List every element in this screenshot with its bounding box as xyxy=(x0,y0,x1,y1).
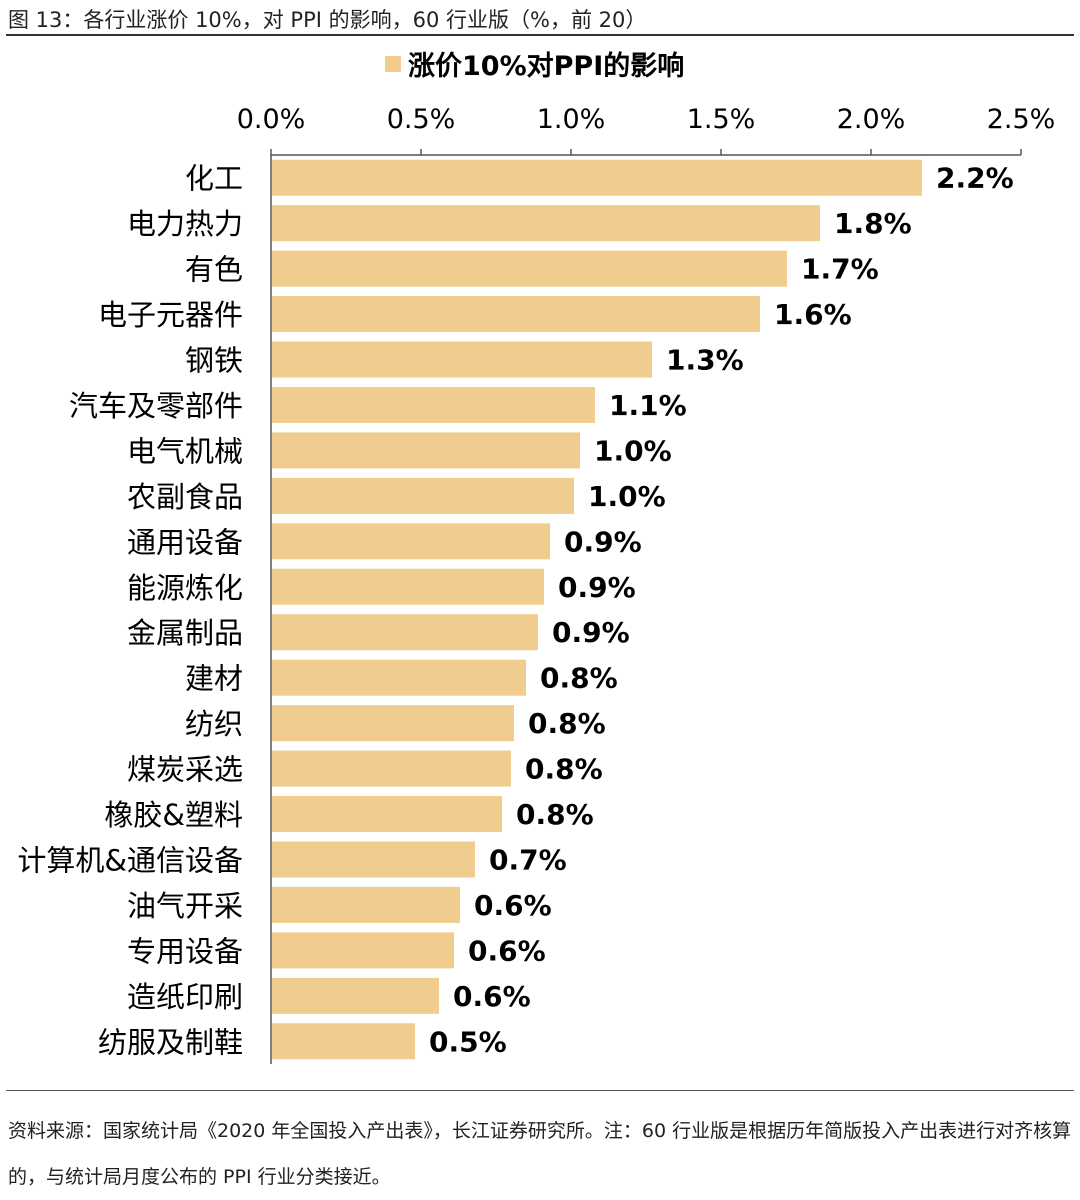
x-tick-label: 2.0% xyxy=(837,104,906,135)
category-label: 电子元器件 xyxy=(98,298,243,332)
category-label: 计算机&通信设备 xyxy=(17,843,243,877)
data-label: 0.9% xyxy=(558,571,636,604)
category-label: 钢铁 xyxy=(185,344,243,378)
bar xyxy=(272,205,820,242)
bar xyxy=(272,659,526,696)
bar xyxy=(272,159,922,196)
category-label: 能源炼化 xyxy=(127,571,243,605)
x-tick-label: 1.5% xyxy=(687,104,756,135)
data-label: 0.6% xyxy=(468,934,546,967)
category-label: 金属制品 xyxy=(127,616,243,650)
bar xyxy=(272,841,475,878)
category-label: 建材 xyxy=(185,662,243,696)
data-label: 1.1% xyxy=(609,389,687,422)
source-note: 资料来源：国家统计局《2020 年全国投入产出表》，长江证券研究所。注：60 行… xyxy=(8,1120,1072,1188)
bar xyxy=(272,296,760,333)
bar xyxy=(272,796,502,833)
bar xyxy=(272,432,580,469)
bar xyxy=(272,750,511,787)
category-label: 造纸印刷 xyxy=(127,980,243,1014)
legend-swatch xyxy=(385,56,401,72)
x-tick-label: 0.5% xyxy=(387,104,456,135)
bottom-rule xyxy=(6,1090,1074,1091)
bar-chart: 涨价10%对PPI的影响 0.0% 0.5% 1.0% 1.5% 2.0% 2.5% 化工 2.… xyxy=(17,50,1056,1064)
category-label: 纺织 xyxy=(185,707,243,741)
data-label: 0.6% xyxy=(453,980,531,1013)
data-label: 1.0% xyxy=(588,480,666,513)
legend-label: 涨价10%对PPI的影响 xyxy=(408,50,684,82)
data-label: 0.7% xyxy=(489,843,567,876)
bar xyxy=(272,477,574,514)
category-label: 煤炭采选 xyxy=(127,753,243,787)
bar xyxy=(272,932,454,969)
bar xyxy=(272,705,514,742)
bar xyxy=(272,886,460,923)
data-label: 1.0% xyxy=(594,434,672,467)
data-label: 1.3% xyxy=(666,344,744,377)
category-label: 纺服及制鞋 xyxy=(98,1025,243,1059)
bar xyxy=(272,568,544,605)
category-label: 橡胶&塑料 xyxy=(104,798,243,832)
category-label: 专用设备 xyxy=(127,934,243,968)
bar xyxy=(272,977,439,1014)
x-tick-label: 1.0% xyxy=(537,104,606,135)
data-label: 0.9% xyxy=(564,525,642,558)
data-label: 0.8% xyxy=(528,707,606,740)
bar xyxy=(272,614,538,651)
data-label: 0.5% xyxy=(429,1025,507,1058)
data-label: 0.8% xyxy=(525,753,603,786)
figure-title: 图 13：各行业涨价 10%，对 PPI 的影响，60 行业版（%，前 20） xyxy=(8,8,647,32)
data-label: 0.8% xyxy=(516,798,594,831)
category-label: 汽车及零部件 xyxy=(69,389,243,423)
top-rule xyxy=(6,34,1074,36)
data-label: 0.6% xyxy=(474,889,552,922)
x-tick-label: 0.0% xyxy=(237,104,306,135)
category-label: 电气机械 xyxy=(127,434,243,468)
bar xyxy=(272,341,652,378)
data-label: 0.9% xyxy=(552,616,630,649)
x-tick-label: 2.5% xyxy=(987,104,1056,135)
bar xyxy=(272,523,550,560)
category-label: 油气开采 xyxy=(127,889,243,923)
data-label: 1.6% xyxy=(774,298,852,331)
category-label: 有色 xyxy=(185,253,243,287)
category-label: 电力热力 xyxy=(127,207,243,241)
data-label: 1.7% xyxy=(801,253,879,286)
category-label: 化工 xyxy=(185,162,243,196)
data-label: 0.8% xyxy=(540,662,618,695)
bar xyxy=(272,386,595,423)
bar xyxy=(272,1023,415,1060)
bar xyxy=(272,250,787,287)
data-label: 1.8% xyxy=(834,207,912,240)
category-label: 农副食品 xyxy=(127,480,243,514)
category-label: 通用设备 xyxy=(127,525,243,559)
data-label: 2.2% xyxy=(936,162,1014,195)
